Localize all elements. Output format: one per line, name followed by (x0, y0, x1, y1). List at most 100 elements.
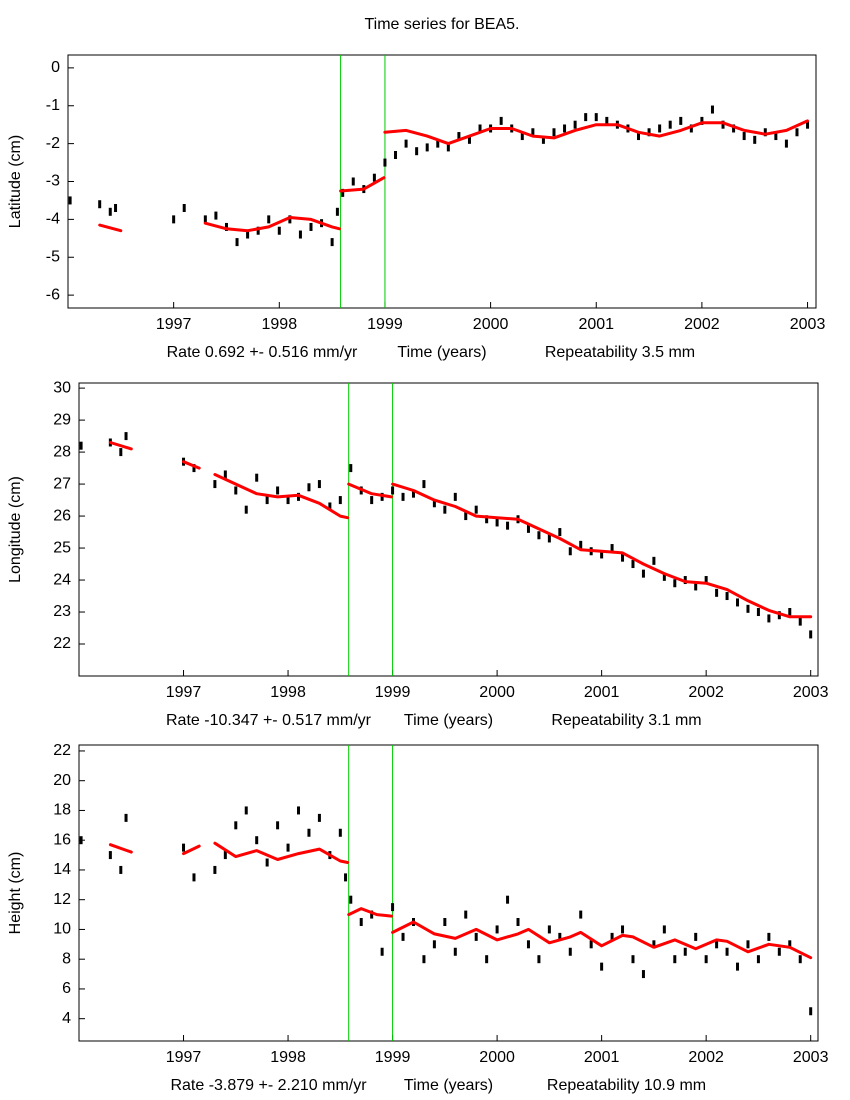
y-tick-label: -3 (46, 173, 60, 190)
y-tick-label: -2 (46, 135, 60, 152)
observation (223, 470, 227, 479)
observation (234, 486, 238, 495)
observation (119, 865, 123, 874)
x-tick-label: 2002 (688, 684, 724, 701)
observation (256, 226, 260, 235)
y-tick-label: 12 (53, 891, 71, 908)
rate-annotation: Rate -3.879 +- 2.210 mm/yr (170, 1077, 367, 1094)
x-tick-label: 2000 (473, 316, 509, 333)
y-tick-label: -5 (46, 248, 60, 265)
x-tick-label: 2002 (688, 1049, 724, 1066)
observation (478, 124, 482, 133)
y-tick-label: 6 (62, 980, 71, 997)
observation (401, 492, 405, 501)
observation (349, 895, 353, 904)
observation (108, 851, 112, 860)
observation (309, 222, 313, 231)
observation (679, 116, 683, 125)
observation (474, 932, 478, 941)
x-tick-label: 1999 (367, 316, 403, 333)
observation (422, 480, 426, 489)
model-line (108, 441, 813, 619)
plot-frame (78, 744, 819, 1042)
observation (485, 515, 489, 524)
observation (537, 955, 541, 964)
observation (391, 903, 395, 912)
observation (725, 947, 729, 956)
observation (788, 940, 792, 949)
observation (338, 496, 342, 505)
observation (767, 614, 771, 623)
x-tick-label: 1999 (375, 684, 411, 701)
observation (673, 579, 677, 588)
observation (328, 502, 332, 511)
observation (756, 608, 760, 617)
observation (767, 932, 771, 941)
observation (568, 947, 572, 956)
x-axis-label: Time (years) (397, 344, 486, 361)
plot-frame (67, 54, 817, 309)
observation (380, 947, 384, 956)
observation (307, 828, 311, 837)
observation (621, 925, 625, 934)
y-tick-label: 4 (62, 1010, 71, 1027)
observation (255, 473, 259, 482)
y-tick-label: 16 (53, 831, 71, 848)
repeatability-annotation: Repeatability 3.5 mm (545, 344, 695, 361)
observation (453, 492, 457, 501)
y-tick-label: 22 (53, 635, 71, 652)
observation (246, 230, 250, 239)
observation (495, 925, 499, 934)
observation (79, 441, 83, 450)
observation (547, 534, 551, 543)
observation (558, 528, 562, 537)
observation (235, 238, 239, 247)
observation (589, 940, 593, 949)
y-axis-label: Latitude (cm) (7, 135, 24, 228)
y-tick-label: 26 (53, 507, 71, 524)
y-tick-label: 20 (53, 772, 71, 789)
observation (725, 592, 729, 601)
observation (526, 940, 530, 949)
observation (338, 828, 342, 837)
observation (415, 147, 419, 156)
observation (573, 120, 577, 129)
observation (98, 200, 102, 209)
observation (763, 128, 767, 137)
observation (506, 895, 510, 904)
y-tick-label: 18 (53, 802, 71, 819)
observation (234, 821, 238, 830)
y-tick-label: 14 (53, 861, 71, 878)
observation (213, 865, 217, 874)
observation (520, 132, 524, 141)
y-axis-label: Height (cm) (7, 852, 24, 935)
observation (411, 489, 415, 498)
observation (203, 215, 207, 224)
observation (453, 947, 457, 956)
y-tick-label: 29 (53, 411, 71, 428)
observation (715, 940, 719, 949)
observation (516, 918, 520, 927)
observation (317, 480, 321, 489)
observation (182, 843, 186, 852)
observation (777, 611, 781, 620)
observation (383, 158, 387, 167)
observation (631, 955, 635, 964)
observation (432, 499, 436, 508)
observation (457, 132, 461, 141)
observation (370, 910, 374, 919)
observation (114, 204, 118, 213)
observation (732, 124, 736, 133)
x-tick-label: 1997 (166, 1049, 202, 1066)
observation (600, 962, 604, 971)
observation (436, 139, 440, 148)
observation (286, 843, 290, 852)
observation (610, 544, 614, 553)
observation (192, 873, 196, 882)
y-tick-label: 24 (53, 571, 71, 588)
observation (795, 128, 799, 137)
observation (79, 836, 83, 845)
observation (68, 196, 72, 205)
observation (307, 483, 311, 492)
observation (446, 143, 450, 152)
